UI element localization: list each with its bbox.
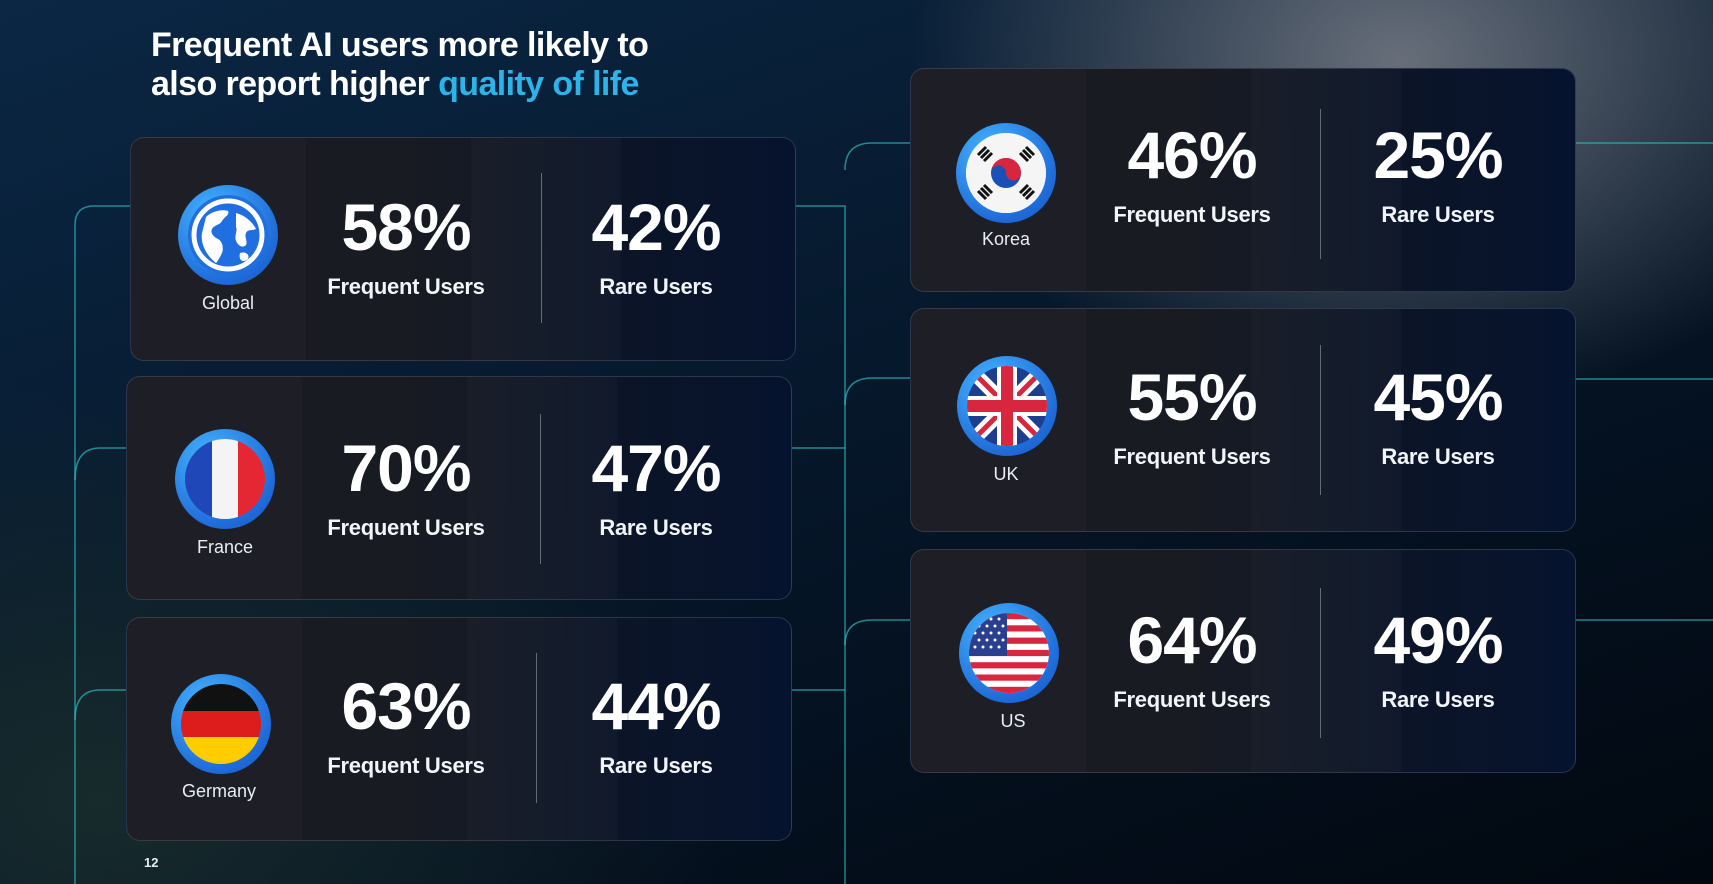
frequent-stat: 63% Frequent Users	[291, 673, 521, 779]
rare-stat: 42% Rare Users	[541, 194, 771, 300]
frequent-percent: 55%	[1127, 360, 1257, 434]
frequent-label: Frequent Users	[1113, 202, 1271, 227]
frequent-label: Frequent Users	[1113, 687, 1271, 712]
frequent-stat: 64% Frequent Users	[1077, 607, 1307, 713]
divider	[1320, 345, 1321, 495]
frequent-stat: 46% Frequent Users	[1077, 122, 1307, 228]
card-france: France 70% Frequent Users 47% Rare Users	[126, 376, 792, 600]
rare-stat: 49% Rare Users	[1323, 607, 1553, 713]
frequent-percent: 64%	[1127, 603, 1257, 677]
frequent-label: Frequent Users	[1113, 444, 1271, 469]
rare-stat: 25% Rare Users	[1323, 122, 1553, 228]
frequent-percent: 58%	[341, 190, 471, 264]
frequent-stat: 58% Frequent Users	[291, 194, 521, 300]
country-label: UK	[993, 464, 1019, 484]
divider	[1320, 109, 1321, 259]
divider	[540, 414, 541, 564]
country-label: Global	[201, 293, 255, 313]
globe-icon	[178, 185, 278, 285]
rare-stat: 47% Rare Users	[541, 435, 771, 541]
divider	[541, 173, 542, 323]
frequent-stat: 70% Frequent Users	[291, 435, 521, 541]
rare-label: Rare Users	[599, 274, 713, 299]
card-us: US 64% Frequent Users 49% Rare Users	[910, 549, 1576, 773]
frequent-label: Frequent Users	[327, 274, 485, 299]
card-global: Global 58% Frequent Users 42% Rare Users	[130, 137, 796, 361]
frequent-percent: 70%	[341, 431, 471, 505]
page-number: 12	[144, 855, 159, 870]
rare-label: Rare Users	[599, 753, 713, 778]
card-korea: Korea 46% Frequent Users 25% Rare Users	[910, 68, 1576, 292]
rare-label: Rare Users	[1381, 687, 1495, 712]
korea-flag-icon	[956, 123, 1056, 223]
rare-percent: 44%	[591, 669, 721, 743]
us-flag-icon	[959, 603, 1059, 703]
title-accent: quality of life	[438, 65, 639, 103]
divider	[536, 653, 537, 803]
card-germany: Germany 63% Frequent Users 44% Rare User…	[126, 617, 792, 841]
rare-stat: 45% Rare Users	[1323, 364, 1553, 470]
rare-percent: 45%	[1373, 360, 1503, 434]
frequent-label: Frequent Users	[327, 753, 485, 778]
divider	[1320, 588, 1321, 738]
rare-label: Rare Users	[1381, 202, 1495, 227]
slide-title: Frequent AI users more likely to also rep…	[151, 26, 649, 103]
country-label: France	[196, 537, 254, 557]
frequent-stat: 55% Frequent Users	[1077, 364, 1307, 470]
rare-stat: 44% Rare Users	[541, 673, 771, 779]
rare-label: Rare Users	[1381, 444, 1495, 469]
frequent-percent: 46%	[1127, 118, 1257, 192]
rare-percent: 49%	[1373, 603, 1503, 677]
rare-label: Rare Users	[599, 515, 713, 540]
country-label: US	[1000, 711, 1026, 731]
frequent-percent: 63%	[341, 669, 471, 743]
rare-percent: 47%	[591, 431, 721, 505]
uk-flag-icon	[957, 356, 1057, 456]
rare-percent: 42%	[591, 190, 721, 264]
country-label: Korea	[981, 229, 1031, 249]
country-label: Germany	[181, 781, 257, 801]
germany-flag-icon	[171, 674, 271, 774]
rare-percent: 25%	[1373, 118, 1503, 192]
frequent-label: Frequent Users	[327, 515, 485, 540]
france-flag-icon	[175, 429, 275, 529]
card-uk: UK 55% Frequent Users 45% Rare Users	[910, 308, 1576, 532]
